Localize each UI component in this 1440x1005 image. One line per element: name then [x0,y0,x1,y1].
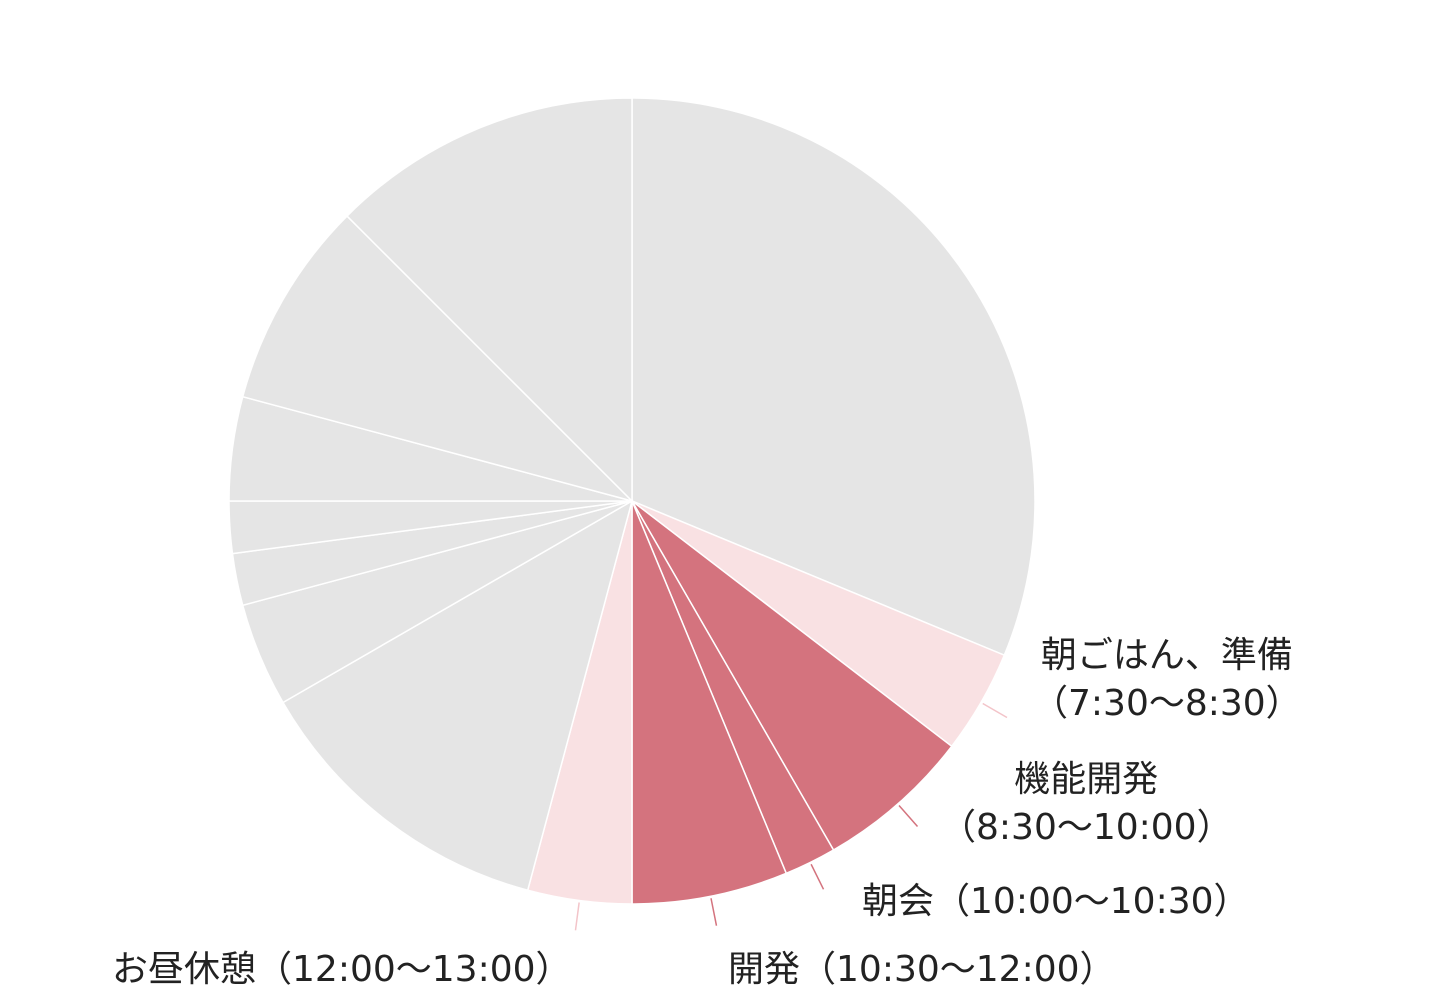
slice-label-name: 機能開発 [1014,759,1159,800]
leader-line [710,898,718,926]
slice-label-breakfast: 朝ごはん、準備 （7:30〜8:30） [1032,632,1302,728]
slice-label-dev: 開発（10:30〜12:00） [728,946,1116,994]
pie-slice[interactable] [281,499,634,892]
pie-slice[interactable] [631,97,1036,657]
leader-line [810,863,825,890]
slice-label-lunch: お昼休憩（12:00〜13:00） [112,946,572,994]
leader-line [574,902,580,931]
slice-label-name: 朝会 [862,881,935,922]
pie-slice[interactable] [631,500,953,852]
leader-line [898,805,919,828]
slice-label-name: 朝ごはん、準備 [1040,635,1293,676]
pie-slice[interactable] [241,214,635,503]
slice-label-time: （10:00〜10:30） [934,881,1250,922]
slice-label-name: お昼休憩 [112,949,257,990]
slice-label-feature-dev: 機能開発 （8:30〜10:00） [940,756,1233,852]
slice-label-time: （7:30〜8:30） [1032,683,1302,724]
pie-slice[interactable] [345,97,633,503]
slice-label-time: （8:30〜10:00） [940,807,1233,848]
leader-line [982,702,1008,719]
slice-label-time: （10:30〜12:00） [800,949,1116,990]
slice-label-name: 開発 [728,949,801,990]
slice-label-morning-meeting: 朝会（10:00〜10:30） [862,878,1250,926]
slice-label-time: （12:00〜13:00） [256,949,572,990]
pie-slice[interactable] [631,500,788,905]
